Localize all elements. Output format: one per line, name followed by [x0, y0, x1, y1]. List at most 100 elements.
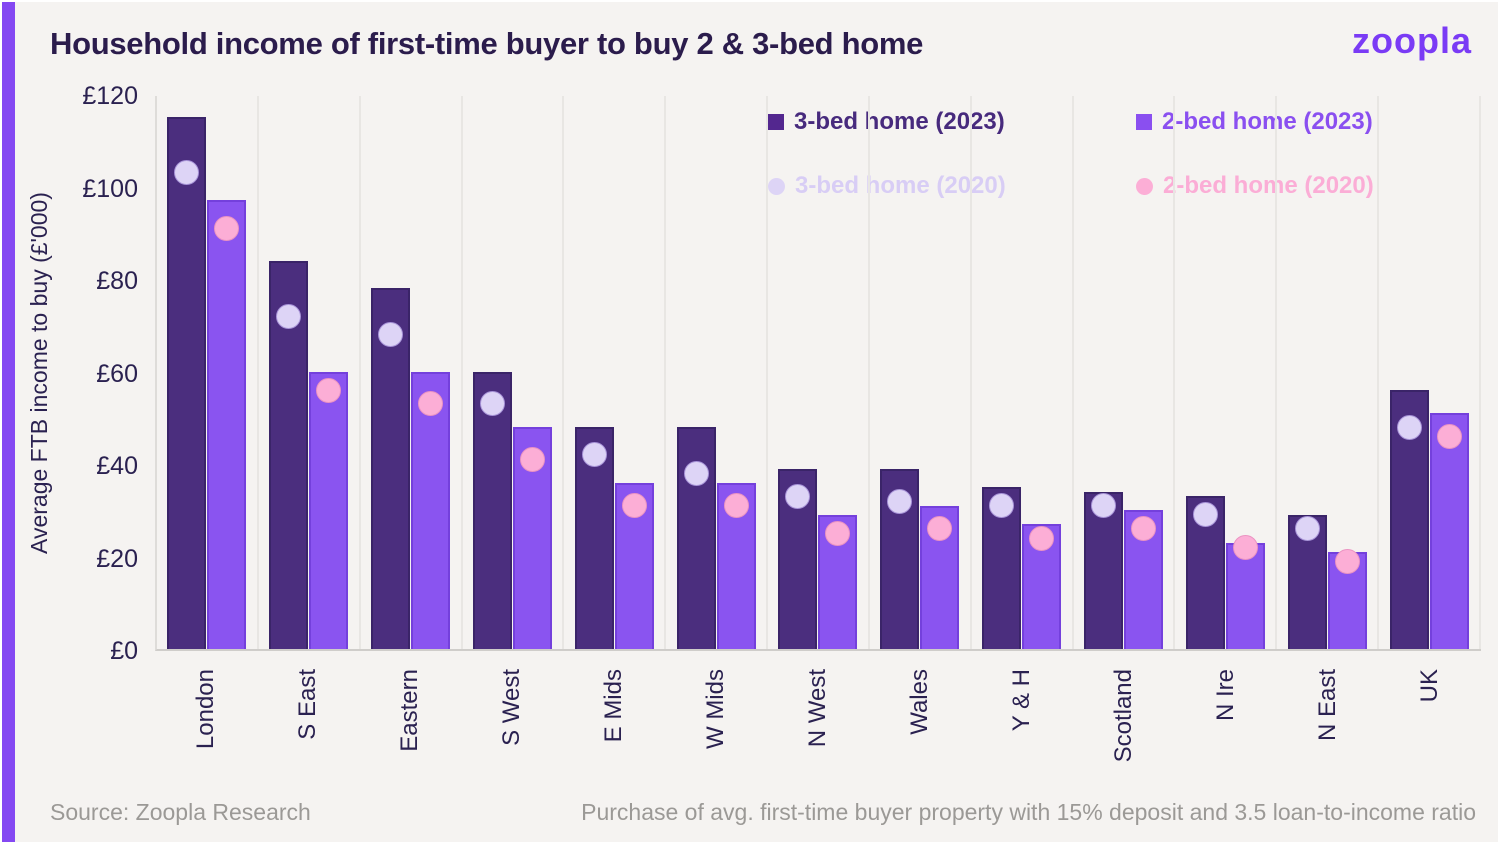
y-tick-label: £80 — [96, 267, 138, 295]
category-slot-scotland — [1074, 96, 1176, 649]
dot-3bed-2020 — [1192, 502, 1218, 528]
x-label-cell: London — [155, 651, 257, 811]
x-axis-label: S West — [498, 669, 525, 746]
x-label-cell: S East — [257, 651, 359, 811]
x-axis-label: Scotland — [1110, 669, 1137, 763]
dot-2bed-2020 — [723, 493, 749, 519]
legend-label: 2-bed home (2023) — [1162, 108, 1373, 135]
bar-3bed-2023 — [676, 427, 716, 649]
legend-marker-circle — [1136, 177, 1153, 195]
x-label-cell: W Mids — [665, 651, 767, 811]
x-axis-label: N Ire — [1212, 669, 1239, 722]
legend-marker-square — [768, 114, 784, 130]
category-slot-n-west — [768, 96, 870, 649]
x-axis-label: W Mids — [702, 669, 729, 749]
dot-3bed-2020 — [378, 322, 404, 347]
x-axis-label: S East — [294, 669, 321, 740]
category-slot-s-west — [463, 96, 565, 649]
category-slot-n-east — [1277, 96, 1380, 649]
dot-3bed-2020 — [1091, 493, 1117, 519]
legend-item-1: 2-bed home (2023) — [1136, 108, 1374, 136]
y-tick-label: £20 — [96, 544, 138, 573]
source-note: Source: Zoopla Research — [50, 799, 311, 825]
y-tick-label: £40 — [96, 452, 138, 480]
category-slot-eastern — [361, 96, 463, 649]
dot-3bed-2020 — [479, 391, 505, 417]
category-slot-y-h — [972, 96, 1074, 649]
category-slot-w-mids — [666, 96, 769, 649]
x-axis-labels: London S East Eastern S West E Mids W Mids N W… — [155, 651, 1481, 811]
dot-2bed-2020 — [927, 516, 953, 542]
dot-3bed-2020 — [581, 442, 607, 468]
dot-2bed-2020 — [316, 377, 342, 403]
legend-item-0: 3-bed home (2023) — [768, 108, 1136, 136]
dot-3bed-2020 — [989, 493, 1015, 519]
x-axis-label: N East — [1314, 669, 1341, 742]
x-label-cell: Y & H — [971, 651, 1073, 811]
x-label-cell: Scotland — [1073, 651, 1175, 811]
x-label-cell: N Ire — [1175, 651, 1277, 811]
x-axis-label: UK — [1416, 669, 1443, 703]
bar-3bed-2023 — [472, 371, 512, 649]
x-axis-label: N West — [804, 669, 831, 748]
legend-marker-circle — [768, 177, 785, 195]
category-slot-uk — [1379, 96, 1481, 649]
bar-2bed-2023 — [1429, 413, 1469, 649]
category-slot-s-east — [259, 96, 361, 649]
legend-marker-square — [1136, 114, 1152, 130]
dot-3bed-2020 — [887, 488, 913, 514]
legend-item-3: 2-bed home (2020) — [1136, 172, 1374, 200]
zoopla-logo: zoopla — [1352, 20, 1472, 61]
x-label-cell: E Mids — [563, 651, 665, 811]
dot-2bed-2020 — [1029, 525, 1055, 551]
legend-label: 3-bed home (2023) — [794, 108, 1005, 135]
chart-legend: 3-bed home (2023) 2-bed home (2023) 3-bed … — [768, 108, 1374, 200]
x-label-cell: N West — [767, 651, 869, 811]
x-label-cell: S West — [461, 651, 563, 811]
category-slot-n-ire — [1175, 96, 1278, 649]
dot-3bed-2020 — [1294, 516, 1320, 542]
bar-2bed-2023 — [411, 371, 451, 649]
category-slot-wales — [870, 96, 972, 649]
dot-3bed-2020 — [1396, 414, 1422, 440]
x-label-cell: Wales — [869, 651, 971, 811]
dot-2bed-2020 — [1131, 516, 1157, 542]
x-label-cell: UK — [1379, 651, 1481, 811]
bar-2bed-2023 — [207, 200, 247, 649]
dot-3bed-2020 — [785, 483, 811, 509]
y-tick-label: £120 — [82, 82, 138, 110]
bar-3bed-2023 — [167, 117, 207, 649]
x-axis-label: Wales — [906, 669, 933, 735]
bar-2bed-2023 — [1225, 542, 1265, 649]
dot-2bed-2020 — [1232, 534, 1258, 560]
page-title: Household income of first-time buyer to … — [50, 26, 924, 61]
y-tick-label: £100 — [82, 174, 138, 203]
y-tick-label: £60 — [96, 359, 138, 388]
dot-2bed-2020 — [1334, 548, 1360, 574]
footer: Source: Zoopla Research Purchase of avg.… — [2, 799, 1498, 826]
x-axis-label: Eastern — [396, 669, 423, 752]
dot-2bed-2020 — [1436, 423, 1462, 449]
x-label-cell: Eastern — [359, 651, 461, 811]
bar-2bed-2023 — [309, 371, 349, 649]
bar-3bed-2023 — [778, 468, 818, 649]
x-axis-label: E Mids — [600, 669, 627, 743]
dot-2bed-2020 — [825, 520, 851, 546]
dot-3bed-2020 — [683, 460, 709, 486]
legend-label: 2-bed home (2020) — [1163, 172, 1374, 199]
x-axis-label: London — [192, 669, 219, 750]
method-note: Purchase of avg. first-time buyer proper… — [581, 799, 1476, 825]
dot-2bed-2020 — [214, 215, 240, 241]
y-axis-ticks: £120 £100 £80 £60 £40 £20 £0 — [2, 83, 138, 664]
dot-3bed-2020 — [174, 160, 200, 186]
dot-2bed-2020 — [519, 446, 545, 472]
bar-3bed-2023 — [269, 260, 309, 649]
bar-3bed-2023 — [371, 288, 411, 649]
category-slot-london — [157, 96, 259, 649]
x-label-cell: N East — [1277, 651, 1379, 811]
left-accent-stripe — [2, 2, 15, 842]
category-slot-e-mids — [564, 96, 667, 649]
x-axis-label: Y & H — [1008, 669, 1035, 732]
y-tick-label: £0 — [110, 637, 138, 665]
